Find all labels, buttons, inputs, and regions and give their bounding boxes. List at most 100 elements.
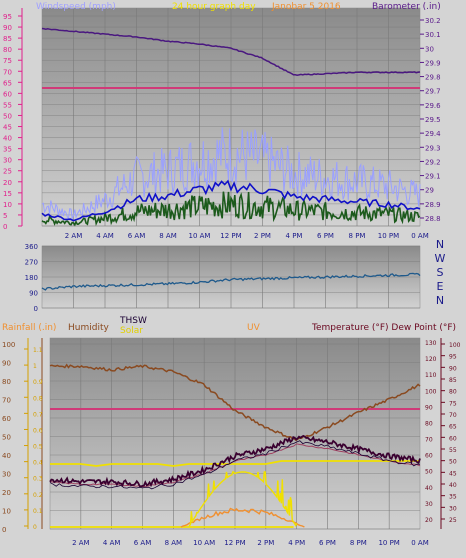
temperature-left-tick-label: 70 — [425, 437, 433, 444]
temperature-right-tick-label: 80 — [449, 389, 457, 396]
barometer-tick-label: 29.6 — [425, 102, 441, 110]
barometer-tick-label: 29.3 — [425, 144, 441, 152]
direction-tick-label: 360 — [25, 243, 38, 251]
temperature-right-tick-label: 90 — [449, 365, 457, 372]
lower-x-tick-label: 4 AM — [103, 539, 121, 547]
temperature-right-tick-label: 45 — [449, 470, 457, 477]
wind-x-tick-label: 12 PM — [220, 232, 241, 240]
lower-x-tick-label: 10 PM — [378, 539, 399, 547]
temperature-left-tick-label: 50 — [425, 469, 433, 476]
temperature-right-tick-label: 30 — [449, 505, 457, 512]
barometer-line — [41, 27, 421, 76]
wind-left-tick-label: 80 — [3, 46, 12, 54]
humidity-tick-label: 10 — [2, 508, 11, 516]
barometer-tick-label: 28.8 — [425, 215, 441, 223]
wind-left-tick-label: 90 — [3, 24, 12, 32]
rain-tick-label: 0.9 — [33, 379, 43, 386]
humidity-label: Humidity — [68, 323, 109, 333]
date-label: Janobar 5 2016 — [271, 2, 341, 12]
humidity-tick-label: 40 — [2, 452, 11, 460]
temperature-left-tick-label: 20 — [425, 517, 433, 524]
lower-x-tick-label: 0 AM — [411, 539, 429, 547]
rainfall-label: Rainfall (.in) — [2, 323, 56, 333]
temperature-right-tick-label: 25 — [449, 517, 457, 524]
humidity-tick-label: 50 — [2, 434, 11, 442]
wind-x-tick-label: 4 PM — [286, 232, 303, 240]
rain-tick-label: 0.1 — [33, 508, 43, 515]
compass-label: W — [435, 252, 446, 265]
rain-tick-label: 0.3 — [33, 476, 43, 483]
lower-grid — [50, 338, 420, 530]
wind-x-tick-label: 0 AM — [411, 232, 429, 240]
lower-x-tick-label: 8 AM — [165, 539, 183, 547]
temperature-line — [49, 434, 421, 488]
wind-left-tick-label: 65 — [3, 79, 12, 87]
lower-x-tick-label: 2 PM — [257, 539, 274, 547]
wind-x-tick-label: 8 AM — [159, 232, 177, 240]
barometer-tick-label: 29.5 — [425, 116, 441, 124]
rain-tick-label: 0.6 — [33, 427, 43, 434]
temperature-left-tick-label: 40 — [425, 485, 433, 492]
wind-left-tick-label: 70 — [3, 68, 12, 76]
rain-tick-label: 1.1 — [33, 347, 43, 354]
uv-label: UV — [247, 323, 261, 333]
wind-x-tick-label: 8 PM — [349, 232, 366, 240]
rain-ticks: 0 0.1 0.2 0.3 0.4 0.5 0.6 0.7 0.8 0.9 1 1.1 — [24, 347, 43, 531]
humidity-tick-label: 60 — [2, 415, 11, 423]
windspeed-label: Windspeed (mph) — [36, 2, 116, 12]
barometer-label: Barometer (.in) — [372, 2, 441, 12]
temperature-right-tick-label: 70 — [449, 412, 457, 419]
barometer-tick-label: 29.8 — [425, 74, 441, 82]
temperature-right-tick-label: 50 — [449, 459, 457, 466]
wind-left-tick-label: 45 — [3, 124, 12, 132]
temperature-right-ticks: 25 30 35 40 45 50 55 60 65 70 75 80 85 90 95 100 — [441, 342, 461, 524]
barometer-tick-label: 28.9 — [425, 201, 441, 209]
lower-x-tick-label: 12 PM — [224, 539, 245, 547]
lower-x-tick-label: 6 PM — [319, 539, 336, 547]
wind-left-tick-label: 0 — [3, 223, 7, 231]
barometer-ticks: 28.8 28.9 29 29.1 29.2 29.3 29.4 29.5 29.6 29.7 29… — [420, 17, 441, 223]
humidity-tick-label: 70 — [2, 397, 11, 405]
wind-gust-line — [41, 127, 421, 221]
lower-x-ticks: 2 AM 4 AM 6 AM 8 AM 10 AM 12 PM 2 PM 4 PM 6 PM 8 … — [72, 539, 429, 547]
humidity-tick-label: 20 — [2, 489, 11, 497]
lower-series — [49, 363, 421, 528]
rain-tick-label: 0.7 — [33, 411, 43, 418]
wind-left-tick-label: 85 — [3, 35, 12, 43]
solar-label: Solar — [120, 326, 143, 336]
wind-left-tick-label: 95 — [3, 13, 12, 21]
temperature-left-tick-label: 120 — [425, 356, 437, 363]
compass-label: S — [437, 266, 444, 279]
wind-x-tick-label: 2 PM — [254, 232, 271, 240]
wind-left-tick-label: 35 — [3, 146, 12, 154]
temperature-right-tick-label: 65 — [449, 424, 457, 431]
wind-direction-line — [41, 272, 421, 291]
wind-left-tick-label: 40 — [3, 135, 12, 143]
temperature-right-tick-label: 40 — [449, 482, 457, 489]
wind-x-tick-label: 4 AM — [96, 232, 114, 240]
wind-average-line — [41, 179, 421, 222]
temperature-left-tick-label: 110 — [425, 372, 437, 379]
rain-tick-label: 0.2 — [33, 492, 43, 499]
wind-x-ticks: 2 AM 4 AM 6 AM 8 AM 10 AM 12 PM 2 PM 4 PM 6 PM 8 … — [65, 232, 429, 240]
wind-grid — [42, 8, 420, 227]
dew-point-line — [49, 443, 421, 488]
barometer-tick-label: 29.2 — [425, 158, 441, 166]
wind-left-tick-label: 25 — [3, 168, 12, 176]
barometer-tick-label: 29.9 — [425, 59, 441, 67]
wind-series — [41, 27, 421, 227]
temperature-right-tick-label: 85 — [449, 377, 457, 384]
temperature-right-tick-label: 75 — [449, 400, 457, 407]
humidity-tick-label: 0 — [2, 526, 6, 534]
wind-left-tick-label: 55 — [3, 101, 12, 109]
temperature-right-tick-label: 100 — [449, 342, 461, 349]
wind-x-tick-label: 10 AM — [189, 232, 211, 240]
wind-left-tick-label: 75 — [3, 57, 12, 65]
temperature-right-tick-label: 55 — [449, 447, 457, 454]
thsw-label: THSW — [119, 316, 147, 326]
barometer-tick-label: 29.4 — [425, 130, 441, 138]
solar-line — [188, 471, 298, 528]
rain-tick-label: 0.5 — [33, 444, 43, 451]
